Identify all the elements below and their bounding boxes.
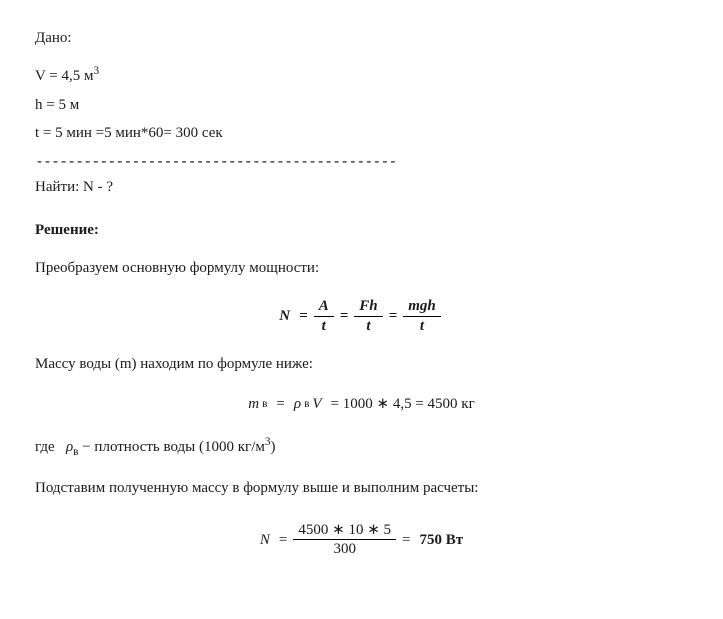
sym-N: N [279,306,290,326]
formula-power: N = A t = Fh t = mgh t [35,298,688,334]
sym-V: V [312,394,321,414]
sym-rho: ρ [294,394,301,414]
final-result: 750 Вт [419,530,463,550]
final-num: 4500 ∗ 10 ∗ 5 [293,522,396,541]
den-t-3: t [403,317,441,335]
density-sub: в [73,446,78,458]
separator-line: ----------------------------------------… [35,151,688,171]
given-title: Дано: [35,28,688,48]
given-v-sup: 3 [94,65,100,77]
sym-eq-2: = [340,306,349,326]
frac-mgh-t: mgh t [403,298,441,334]
density-post: − плотность воды (1000 кг/м [82,439,265,455]
sym-N-2: N [260,530,270,550]
sym-h: h [369,298,377,314]
sym-m-sub: в [262,397,267,412]
sym-m: m [248,394,259,414]
text-density: где ρв − плотность воды (1000 кг/м3) [35,435,688,460]
density-end: ) [270,439,275,455]
find-line: Найти: N - ? [35,177,688,197]
formula-mass: mв = ρвV = 1000 ∗ 4,5 = 4500 кг [35,394,688,414]
sym-eq-1: = [299,306,308,326]
den-t-2: t [354,317,382,335]
sym-eq-3: = [389,306,398,326]
given-volume: V = 4,5 м3 [35,64,688,86]
sym-eq-4: = [276,394,284,414]
solution-title: Решение: [35,220,688,240]
given-v-text: V = 4,5 м [35,68,94,84]
formula-final: N = 4500 ∗ 10 ∗ 5 300 = 750 Вт [35,522,688,558]
num-Fh: Fh [354,298,382,317]
frac-A-t: A t [314,298,334,334]
den-t-1: t [314,317,334,335]
sym-eq-5: = [279,530,287,550]
num-A: A [314,298,334,317]
given-time: t = 5 мин =5 мин*60= 300 сек [35,123,688,143]
density-pre: где [35,439,55,455]
num-mgh: mgh [403,298,441,317]
text-power: Преобразуем основную формулу мощности: [35,258,688,278]
sym-rho-sub: в [304,397,309,412]
frac-Fh-t: Fh t [354,298,382,334]
sym-F: F [359,298,369,314]
given-height: h = 5 м [35,95,688,115]
mass-calc: = 1000 ∗ 4,5 = 4500 кг [331,394,475,414]
frac-final: 4500 ∗ 10 ∗ 5 300 [293,522,396,558]
sym-eq-6: = [402,530,410,550]
final-den: 300 [293,540,396,558]
text-mass: Массу воды (m) находим по формуле ниже: [35,354,688,374]
text-subst: Подставим полученную массу в формулу выш… [35,478,688,498]
